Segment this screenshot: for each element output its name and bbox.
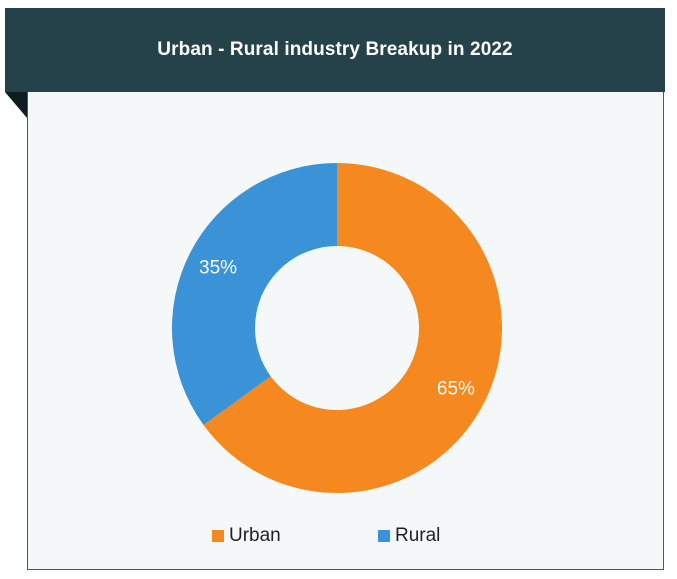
legend: Urban Rural: [0, 525, 677, 549]
chart-title: Urban - Rural industry Breakup in 2022: [157, 39, 513, 60]
banner-fold: [5, 92, 27, 118]
slice-label-rural: 35%: [199, 257, 237, 278]
slice-urban: [203, 163, 502, 494]
donut-slices: [171, 163, 502, 494]
slice-rural: [171, 163, 337, 425]
legend-swatch-urban: [212, 530, 224, 542]
donut-labels: 65% 35%: [199, 257, 475, 399]
slice-label-urban: 65%: [437, 379, 475, 400]
legend-item-rural: Rural: [378, 525, 440, 547]
legend-label-urban: Urban: [229, 525, 281, 546]
legend-swatch-rural: [378, 530, 390, 542]
title-banner: Urban - Rural industry Breakup in 2022: [5, 8, 665, 92]
legend-label-rural: Rural: [395, 525, 441, 546]
legend-item-urban: Urban: [212, 525, 281, 547]
